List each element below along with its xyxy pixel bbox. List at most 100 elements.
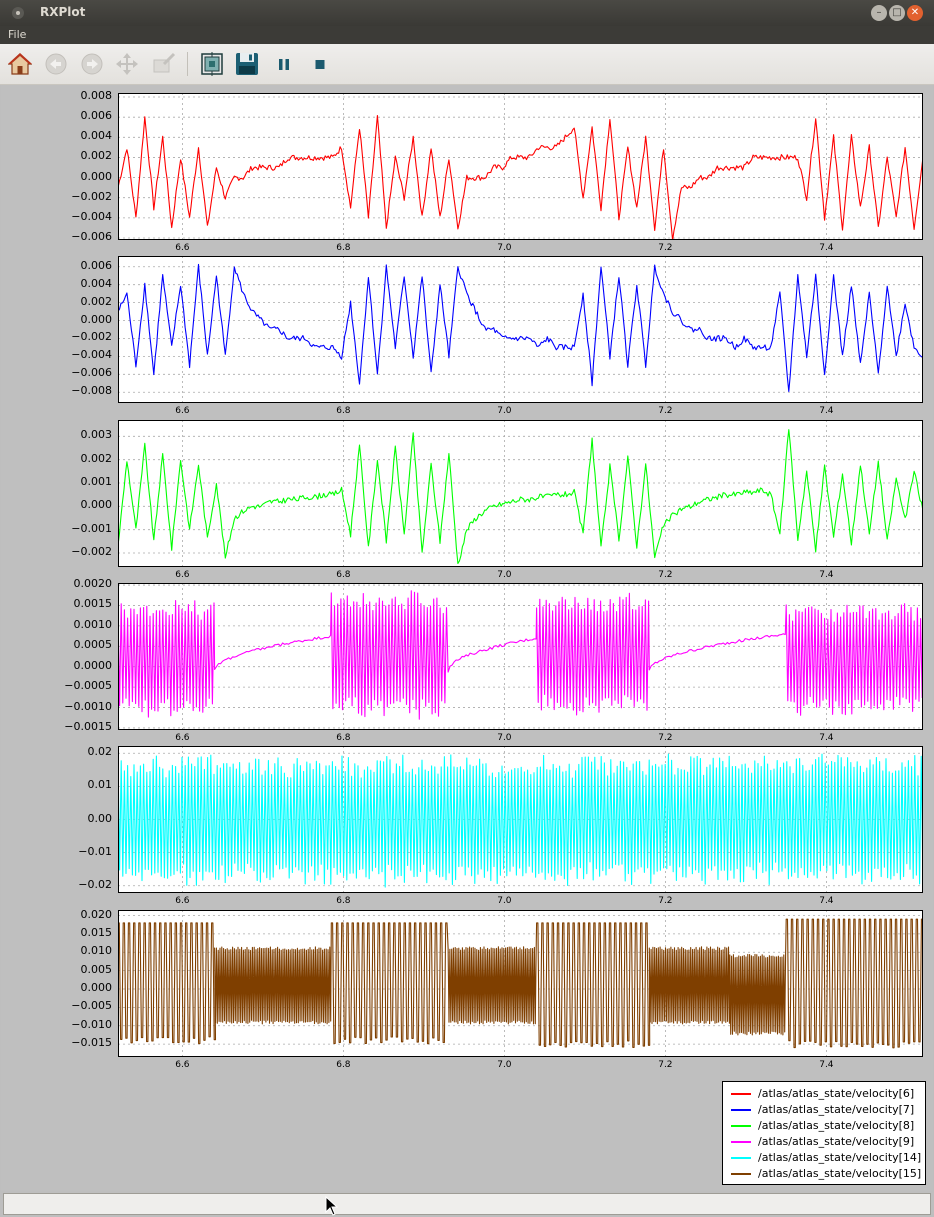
window-menu-icon[interactable] (12, 7, 24, 19)
home-icon (7, 53, 33, 75)
y-tick-label: −0.008 (71, 384, 112, 398)
subplot-svg (119, 257, 922, 402)
legend-label: /atlas/atlas_state/velocity[6] (758, 1087, 915, 1100)
subplot-axes[interactable] (118, 746, 923, 893)
home-button[interactable] (7, 52, 33, 76)
y-tick-label: −0.002 (71, 330, 112, 344)
y-tick-label: 0.000 (80, 169, 113, 183)
menu-file[interactable]: File (8, 28, 27, 41)
x-tick-label: 7.0 (497, 570, 512, 580)
x-tick-label: 7.0 (497, 406, 512, 416)
pause-button[interactable] (272, 52, 296, 76)
subplot-axes[interactable] (118, 910, 923, 1057)
back-arrow-icon (45, 53, 67, 75)
y-tick-label: 0.003 (80, 428, 113, 442)
y-tick-label: 0.002 (80, 294, 113, 308)
legend-entry: /atlas/atlas_state/velocity[8] (723, 1118, 927, 1134)
subplot-axes[interactable] (118, 420, 923, 567)
y-tick-label: 0.015 (80, 925, 113, 939)
mouse-cursor-icon (325, 1196, 339, 1216)
y-tick-label: 0.0005 (73, 638, 113, 652)
legend-label: /atlas/atlas_state/velocity[8] (758, 1119, 915, 1132)
y-tick-label: −0.005 (71, 999, 112, 1013)
y-tick-label: 0.0020 (73, 577, 113, 591)
legend-swatch (731, 1157, 751, 1159)
y-tick-label: −0.001 (71, 521, 112, 535)
forward-arrow-icon (81, 53, 103, 75)
y-tick-label: −0.0005 (64, 679, 112, 693)
legend-label: /atlas/atlas_state/velocity[14] (758, 1151, 922, 1164)
x-tick-label: 7.2 (658, 896, 673, 906)
x-tick-label: 7.2 (658, 733, 673, 743)
forward-button[interactable] (80, 52, 104, 76)
x-tick-label: 6.8 (336, 896, 351, 906)
x-tick-label: 6.8 (336, 243, 351, 253)
series-line (119, 263, 922, 392)
x-tick-label: 7.4 (819, 406, 834, 416)
minimize-icon[interactable]: – (871, 5, 887, 21)
maximize-icon[interactable]: □ (889, 5, 905, 21)
pan-arrows-icon (116, 53, 138, 75)
x-tick-label: 6.6 (175, 896, 190, 906)
x-tick-label: 6.6 (175, 733, 190, 743)
y-tick-label: −0.0010 (64, 699, 112, 713)
y-tick-label: 0.00 (87, 811, 113, 825)
y-tick-label: 0.0015 (73, 597, 113, 611)
zoom-button[interactable] (152, 52, 176, 76)
y-tick-label: 0.02 (87, 745, 113, 759)
y-tick-label: −0.015 (71, 1036, 112, 1050)
y-tick-label: −0.006 (71, 229, 112, 243)
y-tick-label: 0.000 (80, 498, 113, 512)
y-tick-label: −0.01 (78, 844, 112, 858)
x-tick-label: 7.4 (819, 570, 834, 580)
subplot-svg (119, 747, 922, 892)
zoom-rect-icon (153, 52, 176, 73)
subplot-axes[interactable] (118, 583, 923, 730)
y-tick-label: 0.0000 (73, 658, 113, 672)
y-tick-label: 0.020 (80, 907, 113, 921)
x-tick-label: 7.4 (819, 733, 834, 743)
series-line (119, 429, 922, 565)
legend-label: /atlas/atlas_state/velocity[7] (758, 1103, 915, 1116)
y-tick-label: 0.002 (80, 149, 113, 163)
y-tick-label: 0.008 (80, 89, 113, 103)
legend-swatch (731, 1173, 751, 1175)
x-tick-label: 7.2 (658, 406, 673, 416)
y-tick-label: −0.010 (71, 1017, 112, 1031)
y-tick-label: 0.004 (80, 276, 113, 290)
pan-button[interactable] (115, 52, 139, 76)
x-tick-label: 6.6 (175, 570, 190, 580)
y-tick-label: −0.004 (71, 348, 112, 362)
close-icon[interactable]: ✕ (907, 5, 923, 21)
x-tick-label: 6.6 (175, 1060, 190, 1070)
legend-swatch (731, 1141, 751, 1143)
x-tick-label: 7.2 (658, 1060, 673, 1070)
x-tick-label: 7.2 (658, 570, 673, 580)
subplot-svg (119, 94, 922, 239)
save-button[interactable] (235, 52, 259, 76)
legend-swatch (731, 1093, 751, 1095)
x-tick-label: 7.4 (819, 1060, 834, 1070)
x-tick-label: 7.0 (497, 1060, 512, 1070)
subplot-axes[interactable] (118, 93, 923, 240)
y-tick-label: 0.01 (87, 778, 113, 792)
y-tick-label: 0.0010 (73, 617, 113, 631)
series-line (119, 753, 922, 888)
pause-icon (279, 59, 289, 70)
x-tick-label: 7.4 (819, 243, 834, 253)
legend-entry: /atlas/atlas_state/velocity[7] (723, 1102, 927, 1118)
x-tick-label: 7.0 (497, 896, 512, 906)
x-tick-label: 6.8 (336, 406, 351, 416)
series-line (119, 590, 922, 720)
back-button[interactable] (44, 52, 68, 76)
legend-entry: /atlas/atlas_state/velocity[14] (723, 1150, 927, 1166)
subplot-axes[interactable] (118, 256, 923, 403)
configure-subplots-button[interactable] (200, 52, 224, 76)
y-tick-label: −0.002 (71, 545, 112, 558)
x-tick-label: 6.6 (175, 243, 190, 253)
y-tick-label: 0.010 (80, 944, 113, 958)
title-bar: RXPlot – □ ✕ (0, 0, 934, 26)
legend-label: /atlas/atlas_state/velocity[9] (758, 1135, 915, 1148)
stop-button[interactable] (308, 52, 332, 76)
y-tick-label: 0.005 (80, 962, 113, 976)
